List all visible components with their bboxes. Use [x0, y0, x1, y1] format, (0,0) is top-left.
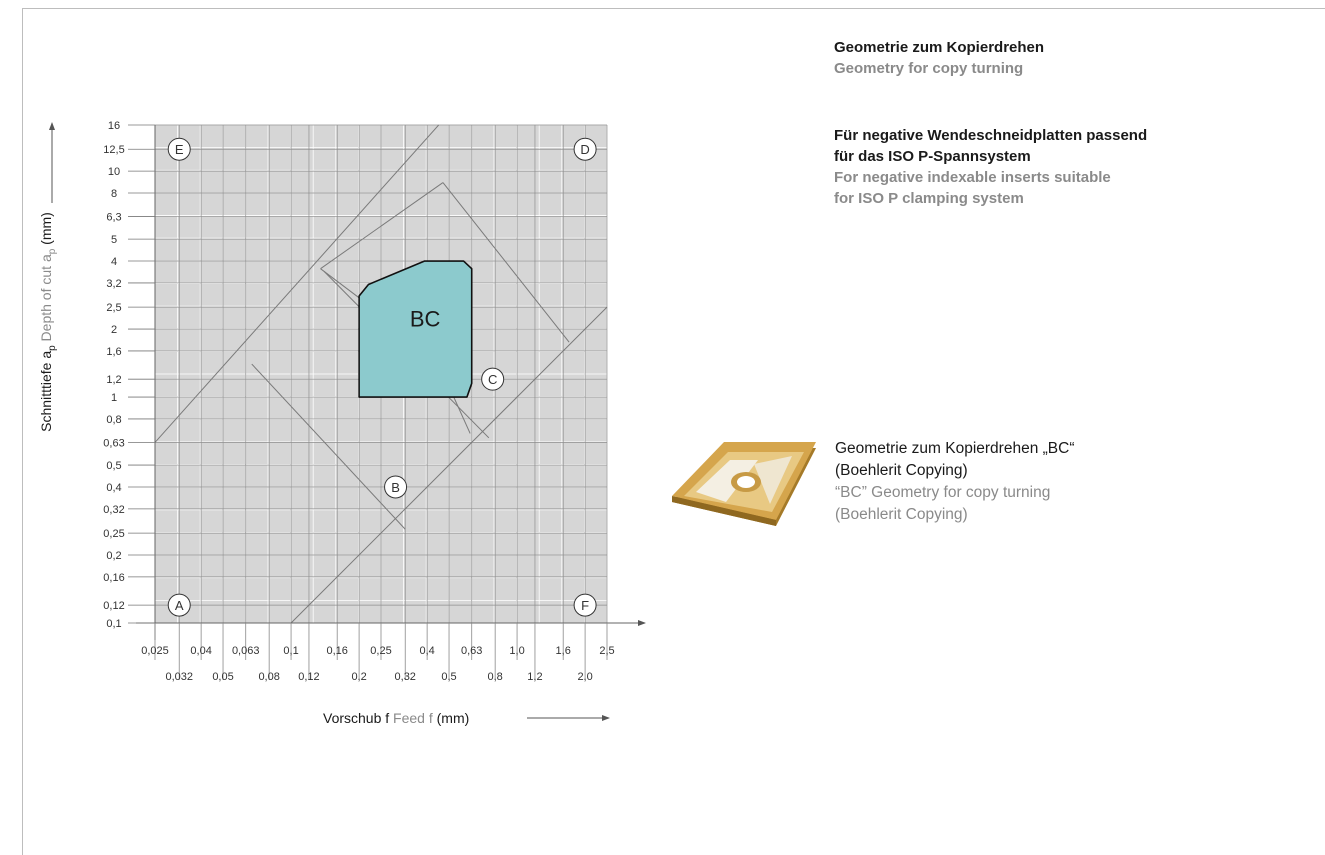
x-tick-label-upper: 0,025	[141, 645, 169, 657]
y-tick-label: 0,12	[103, 600, 124, 612]
corner-marker-label: D	[580, 142, 589, 157]
y-tick-label: 0,1	[106, 618, 121, 630]
y-tick-label: 0,8	[106, 414, 121, 426]
x-tick-label-lower: 0,8	[488, 671, 503, 683]
y-tick-label: 12,5	[103, 144, 124, 156]
x-tick-label-lower: 2,0	[577, 671, 592, 683]
y-tick-label: 1	[111, 392, 117, 404]
insert-caption-block: Geometrie zum Kopierdrehen „BC“ (Boehler…	[835, 438, 1315, 526]
y-tick-label: 0,63	[103, 437, 124, 449]
y-tick-label: 3,2	[106, 278, 121, 290]
x-tick-label-upper: 0,63	[461, 645, 482, 657]
y-tick-label: 0,4	[106, 482, 121, 494]
y-tick-label: 0,2	[106, 550, 121, 562]
y-tick-label: 5	[111, 234, 117, 246]
corner-marker-label: E	[175, 142, 184, 157]
geometry-title-en: Geometry for copy turning	[834, 60, 1024, 77]
y-axis-title: Schnitttiefe ap Depth of cut ap (mm)	[38, 212, 58, 432]
insert-caption-de-line2: (Boehlerit Copying)	[835, 462, 968, 479]
corner-marker-circle	[573, 137, 597, 161]
geometry-title-de: Geometrie zum Kopierdrehen	[834, 39, 1045, 56]
corner-marker-circle	[167, 137, 191, 161]
x-tick-label-upper: 0,063	[232, 645, 260, 657]
zone-marker-label: C	[488, 372, 497, 387]
y-tick-label: 8	[111, 188, 117, 200]
y-tick-label: 0,32	[103, 504, 124, 516]
clamping-description-block: Für negative Wendeschneidplatten passend…	[834, 125, 1314, 209]
x-tick-label-upper: 0,16	[326, 645, 347, 657]
y-tick-label: 2,5	[106, 302, 121, 314]
bc-region-label: BC	[410, 307, 441, 332]
zone-boundary-line	[320, 182, 444, 270]
zone-marker-label: B	[391, 480, 400, 495]
insert-caption-de-line1: Geometrie zum Kopierdrehen „BC“	[835, 440, 1075, 457]
geometry-title-block: Geometrie zum Kopierdrehen Geometry for …	[834, 37, 1314, 79]
insert-caption-en-line2: (Boehlerit Copying)	[835, 506, 968, 523]
description-de-line2: für das ISO P-Spannsystem	[834, 148, 1031, 165]
y-tick-label: 0,25	[103, 528, 124, 540]
y-tick-label: 10	[108, 166, 120, 178]
y-tick-label: 0,5	[106, 460, 121, 472]
x-tick-label-lower: 0,05	[212, 671, 233, 683]
x-tick-label-lower: 0,08	[258, 671, 279, 683]
y-tick-label: 16	[108, 120, 120, 132]
corner-marker-label: F	[581, 598, 589, 613]
bc-region	[358, 260, 473, 398]
x-tick-label-lower: 0,2	[351, 671, 366, 683]
zone-marker-circle	[384, 475, 408, 499]
page-frame	[22, 8, 1325, 855]
zone-boundary-line	[452, 394, 471, 434]
y-tick-label: 1,2	[106, 374, 121, 386]
x-tick-label-upper: 0,04	[190, 645, 211, 657]
description-en-line2: for ISO P clamping system	[834, 190, 1024, 207]
description-en-line1: For negative indexable inserts suitable	[834, 169, 1111, 186]
x-tick-label-upper: 1,6	[556, 645, 571, 657]
x-tick-label-upper: 1,0	[509, 645, 524, 657]
y-tick-label: 2	[111, 324, 117, 336]
x-tick-label-lower: 0,12	[298, 671, 319, 683]
zone-boundary-line	[251, 363, 406, 530]
x-tick-label-upper: 2,5	[599, 645, 614, 657]
x-tick-label-upper: 0,1	[283, 645, 298, 657]
zone-marker-circle	[481, 367, 505, 391]
corner-marker-label: A	[175, 598, 184, 613]
corner-marker-circle	[167, 593, 191, 617]
zone-boundary-line	[290, 306, 608, 624]
x-tick-label-lower: 0,032	[165, 671, 193, 683]
description-de-line1: Für negative Wendeschneidplatten passend	[834, 127, 1148, 144]
x-tick-label-lower: 0,32	[395, 671, 416, 683]
zone-boundary-line	[154, 124, 440, 443]
y-tick-label: 6,3	[106, 211, 121, 223]
x-tick-label-upper: 0,4	[419, 645, 434, 657]
y-tick-label: 4	[111, 256, 117, 268]
y-tick-label: 0,16	[103, 572, 124, 584]
zone-boundary-line	[320, 268, 360, 299]
y-tick-label: 1,6	[106, 346, 121, 358]
corner-marker-circle	[573, 593, 597, 617]
indexable-insert-icon	[672, 442, 816, 526]
x-axis-title: Vorschub f Feed f (mm)	[323, 710, 469, 726]
x-tick-label-lower: 1,2	[527, 671, 542, 683]
insert-caption-en-line1: “BC” Geometry for copy turning	[835, 484, 1051, 501]
x-tick-label-upper: 0,25	[370, 645, 391, 657]
zone-boundary-line	[442, 182, 570, 343]
x-tick-label-lower: 0,5	[441, 671, 456, 683]
